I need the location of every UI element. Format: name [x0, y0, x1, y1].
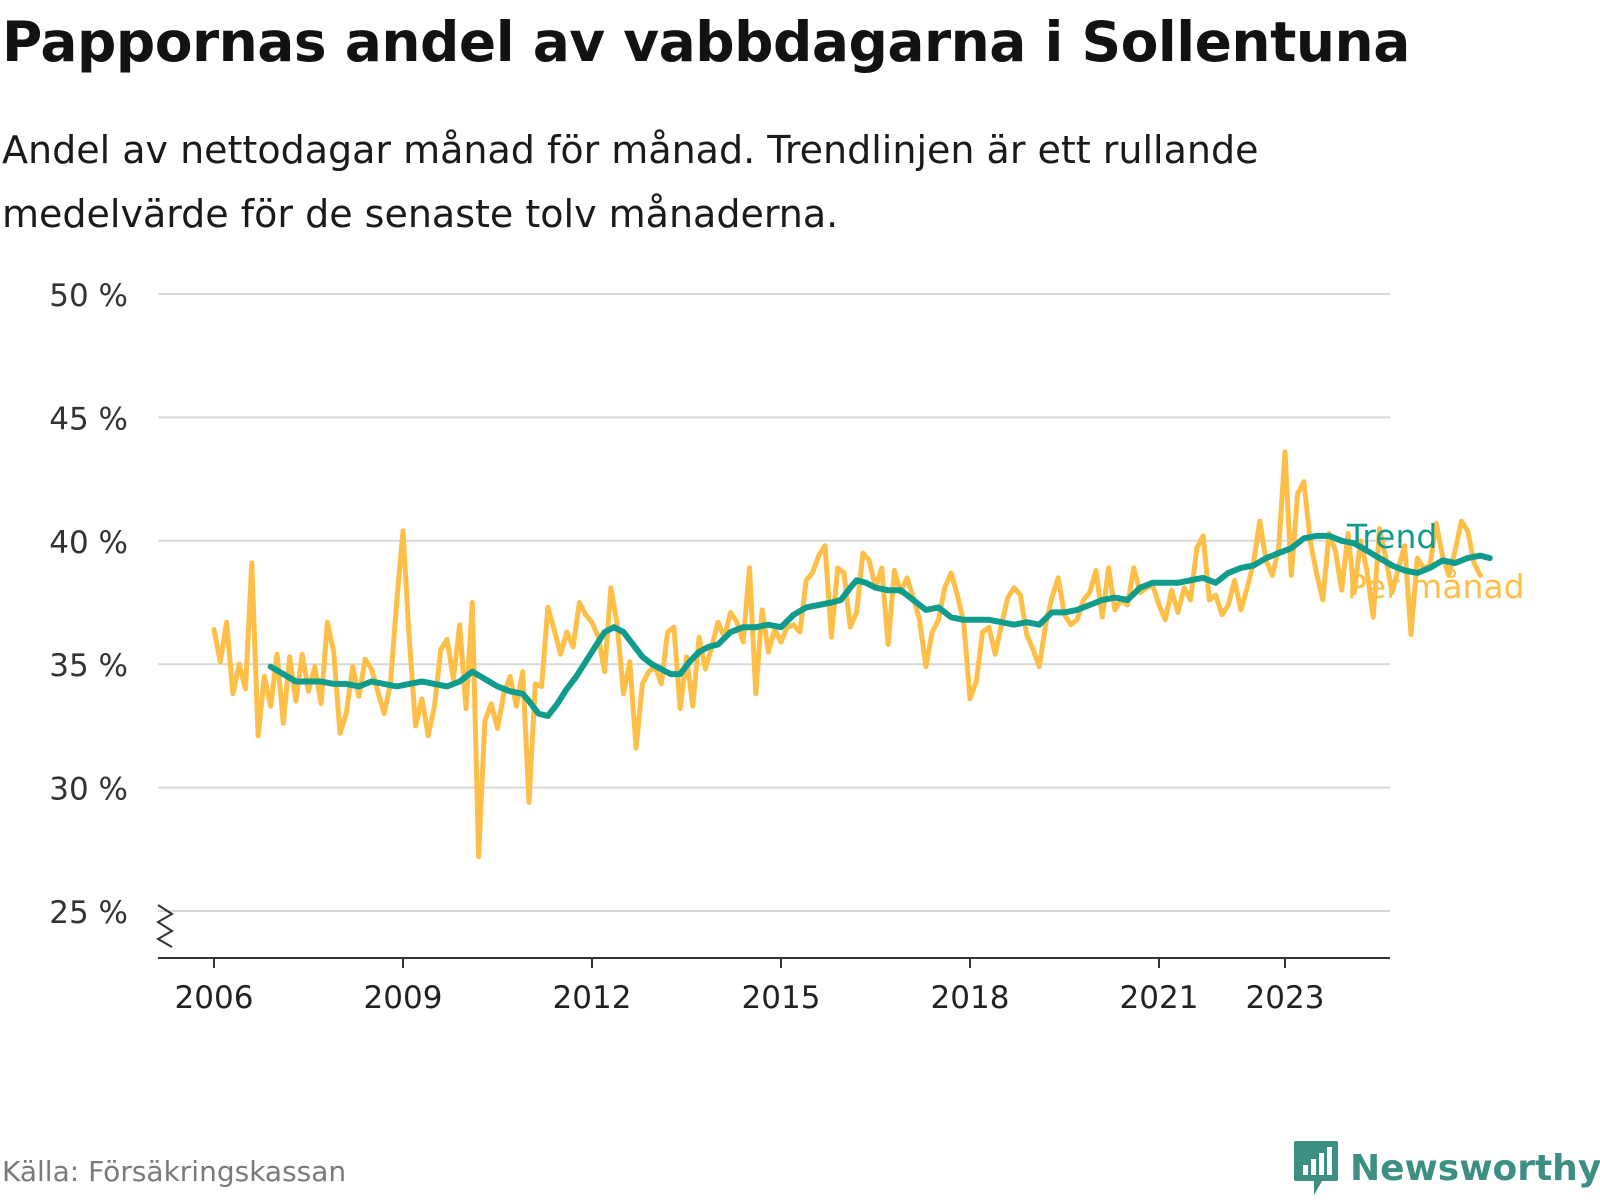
line-chart: 50 % 45 % 40 % 35 % 30 % 25 % 2006 2009 2012 2015…	[49, 278, 1525, 1016]
brand-name: Newsworthy	[1350, 1147, 1600, 1189]
legend-label-trend: Trend	[1346, 517, 1437, 556]
monthly-series-line	[211, 449, 1483, 860]
brand-logo: Newsworthy	[1292, 1138, 1600, 1198]
y-tick-label: 25 %	[49, 895, 128, 931]
chart-subtitle: Andel av nettodagar månad för månad. Tre…	[2, 128, 1259, 236]
y-tick-label: 45 %	[49, 401, 128, 437]
chart-title: Pappornas andel av vabbdagarna i Sollent…	[2, 10, 1410, 74]
axis-break-icon	[155, 904, 174, 948]
x-tick-label: 2009	[364, 980, 443, 1016]
trend-series-line	[267, 532, 1493, 719]
legend-label-monthly: Per månad	[1347, 567, 1525, 606]
x-tick-label: 2021	[1120, 980, 1199, 1016]
y-tick-label: 50 %	[49, 278, 128, 314]
x-tick-label: 2023	[1246, 980, 1325, 1016]
x-tick-label: 2006	[175, 980, 254, 1016]
x-tick-label: 2012	[553, 980, 632, 1016]
x-tick-label: 2015	[742, 980, 821, 1016]
y-tick-label: 40 %	[49, 525, 128, 561]
x-tick-label: 2018	[931, 980, 1010, 1016]
source-note: Källa: Försäkringskassan	[2, 1155, 347, 1188]
y-tick-label: 30 %	[49, 772, 128, 808]
y-tick-label: 35 %	[49, 648, 128, 684]
newsworthy-logo-icon	[1294, 1141, 1338, 1195]
